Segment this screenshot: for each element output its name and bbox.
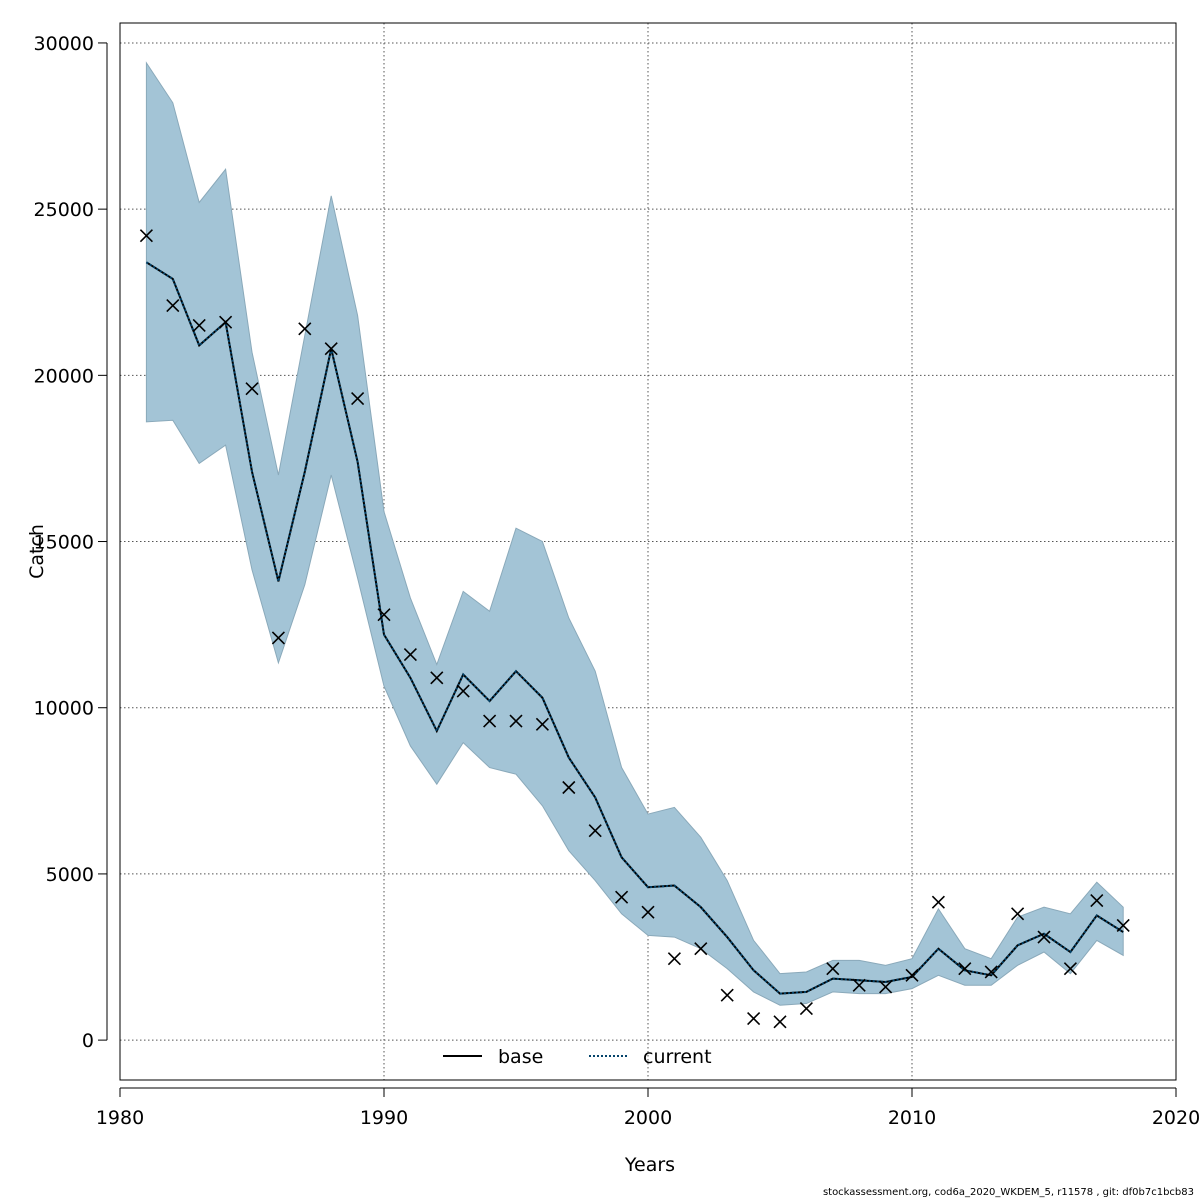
x-axis-title: Years (624, 1154, 675, 1176)
observed-point (747, 1011, 761, 1026)
legend: base current (443, 1046, 712, 1068)
observed-point (351, 392, 365, 406)
y-tick-label: 15000 (34, 532, 94, 554)
confidence-band-area (145, 61, 1124, 1006)
observed-point (879, 980, 893, 994)
observed-point (615, 890, 629, 904)
observed-point (271, 631, 285, 645)
y-tick-label: 10000 (34, 698, 94, 720)
x-tick-label: 1980 (96, 1107, 144, 1129)
observed-point (720, 988, 734, 1002)
observed-point (166, 298, 180, 313)
y-tick-label: 20000 (34, 365, 94, 387)
y-axis-title: Catch (26, 524, 48, 579)
observed-point (535, 717, 549, 731)
observed-point (192, 318, 206, 333)
observed-point (1116, 918, 1130, 933)
plot-frame (119, 22, 1177, 1081)
observed-point (139, 229, 153, 243)
observed-point (905, 968, 919, 982)
y-tick-label: 30000 (34, 33, 94, 55)
x-tick-label: 1990 (360, 1107, 408, 1129)
observed-point (641, 905, 655, 919)
observed-point (1011, 907, 1025, 921)
observed-point (773, 1015, 787, 1029)
observed-point (509, 714, 523, 728)
observed-point (984, 965, 998, 979)
legend-label-current: current (643, 1046, 712, 1068)
y-tick-label: 5000 (46, 864, 94, 886)
series-lines (145, 261, 1124, 995)
observed-point (799, 1001, 813, 1016)
y-tick-label: 25000 (34, 199, 94, 221)
legend-label-base: base (498, 1046, 543, 1068)
y-tick-label: 0 (82, 1030, 94, 1052)
x-tick-label: 2020 (1152, 1107, 1200, 1129)
observed-point (1090, 893, 1104, 908)
observed-point (324, 342, 338, 356)
observed-point (562, 780, 576, 795)
observed-point (694, 942, 708, 956)
observed-point (219, 315, 233, 329)
observed-point (245, 382, 259, 396)
observed-point (377, 608, 391, 622)
footer-note: stockassessment.org, cod6a_2020_WKDEM_5,… (822, 1187, 1194, 1198)
observed-point (483, 714, 497, 728)
observed-point (958, 962, 972, 976)
observed-point (852, 978, 866, 992)
observed-markers (139, 229, 1130, 1029)
confidence-band (145, 61, 1124, 1006)
series-line-current (145, 261, 1124, 995)
observed-point (403, 647, 417, 662)
observed-point (1063, 962, 1077, 976)
x-tick-label: 2000 (624, 1107, 672, 1129)
observed-point (298, 322, 312, 336)
observed-point (931, 895, 945, 909)
x-tick-label: 2010 (888, 1107, 936, 1129)
observed-point (588, 824, 602, 838)
observed-point (826, 962, 840, 976)
axes: 1980 1990 2000 2010 2020 0 5000 10000 15000 20000… (26, 22, 1200, 1176)
observed-point (430, 671, 444, 685)
observed-point (667, 952, 681, 966)
observed-point (1037, 930, 1051, 944)
observed-point (456, 684, 470, 698)
